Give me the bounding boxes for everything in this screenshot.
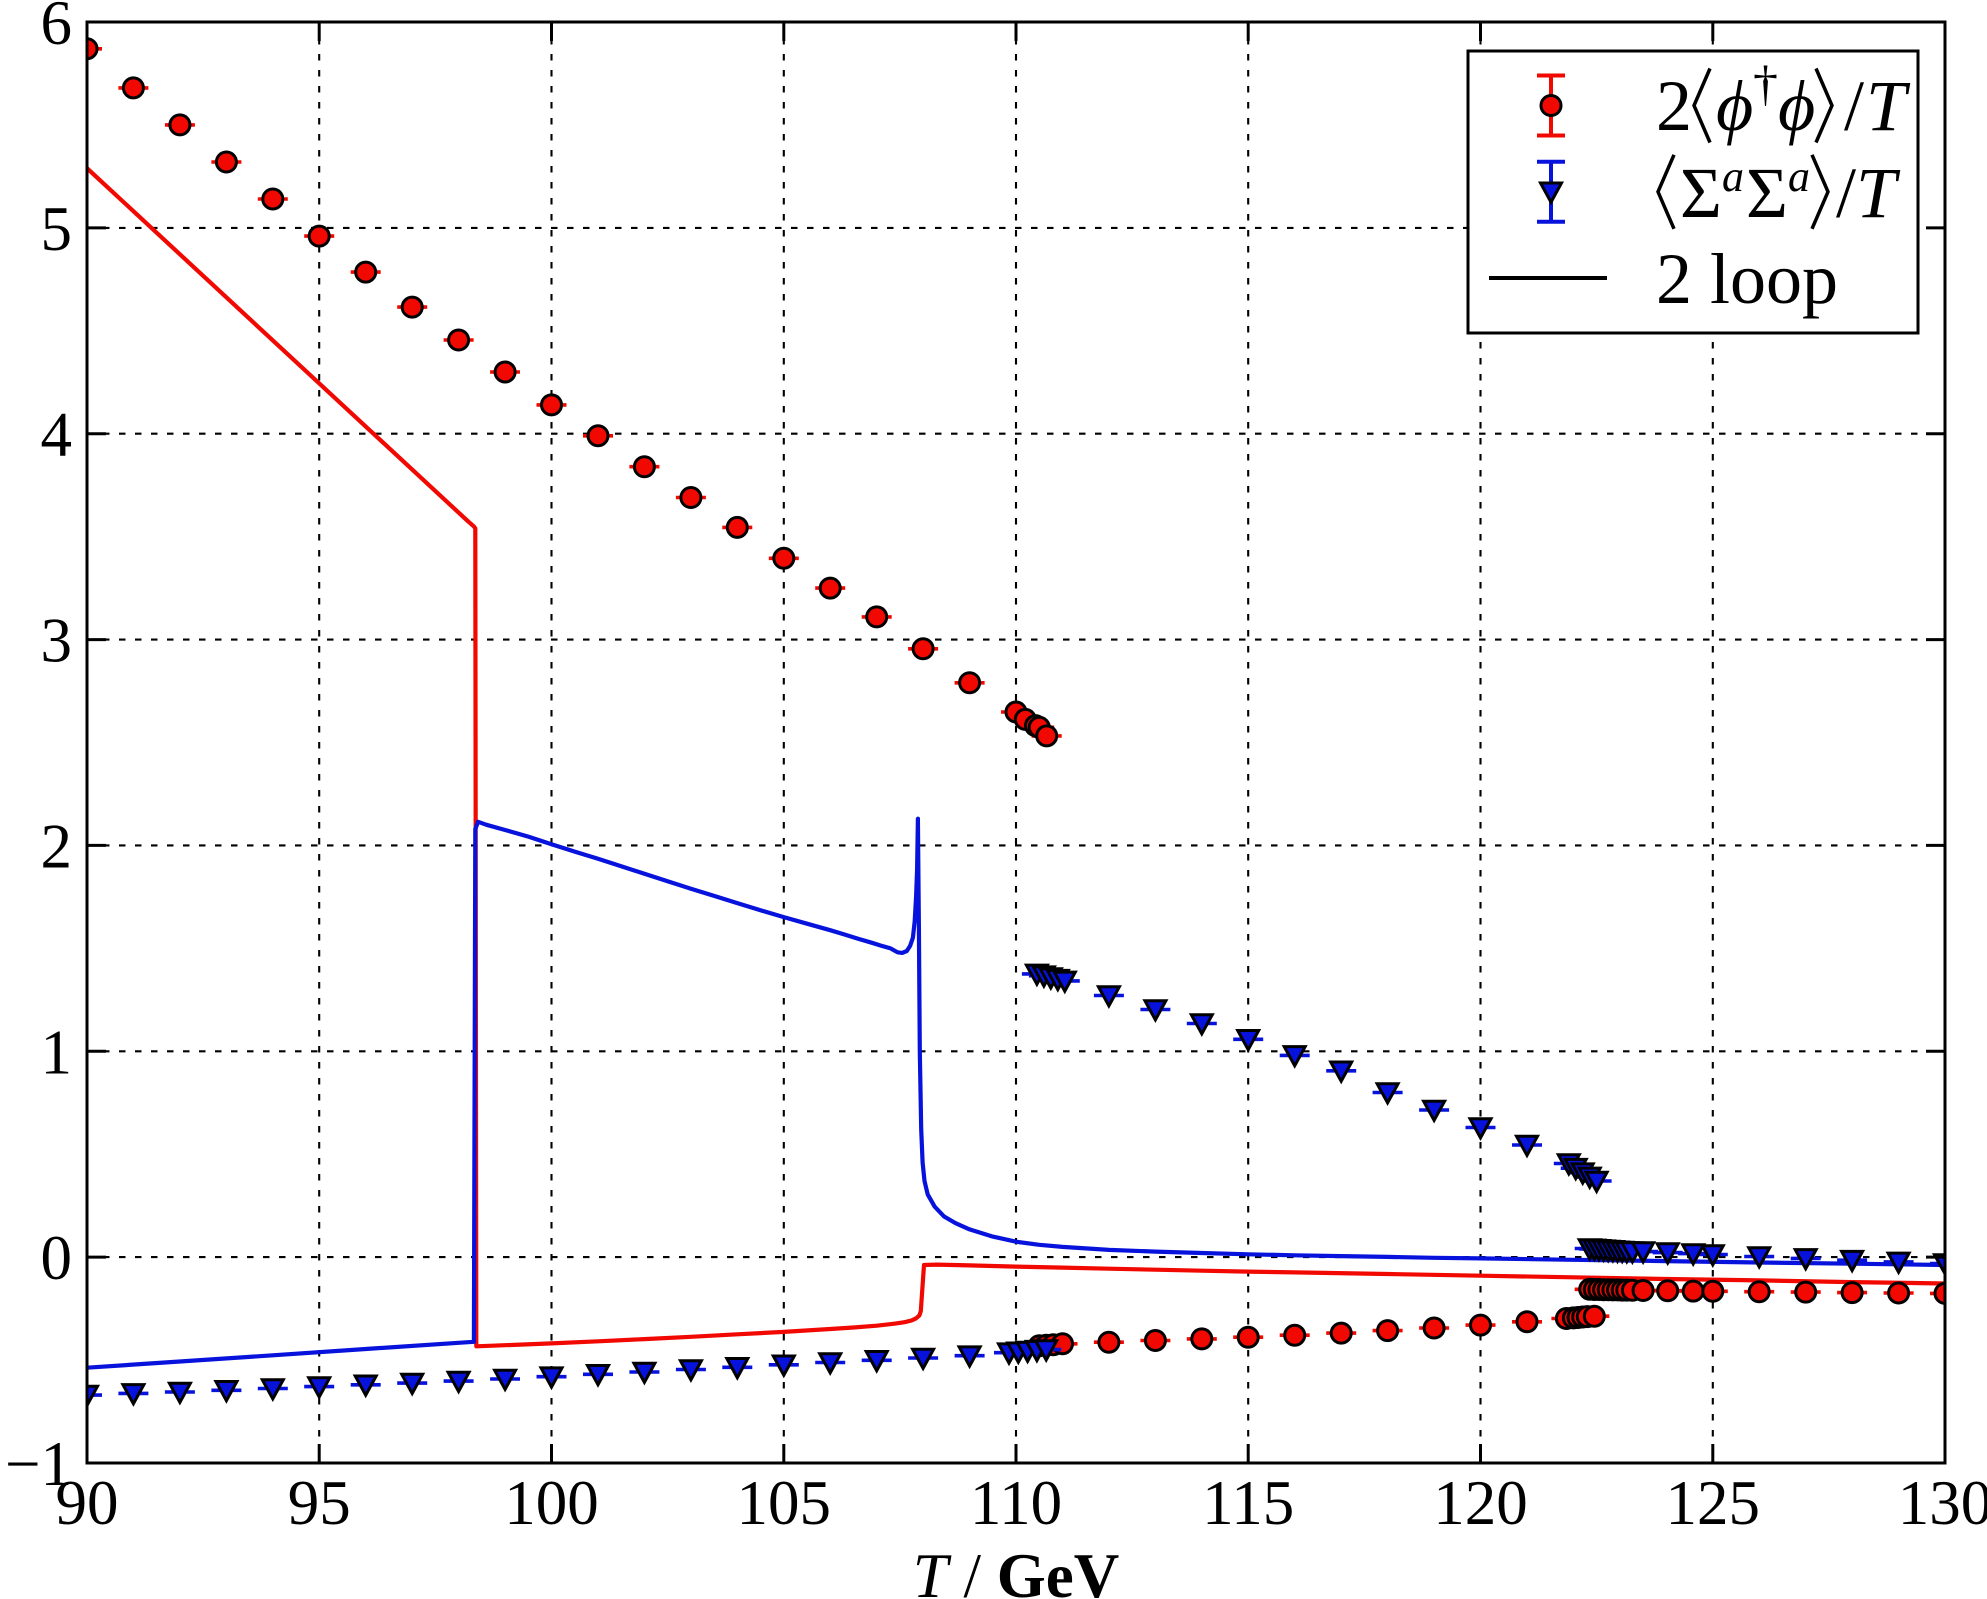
svg-text:110: 110 [970,1468,1062,1538]
svg-text:ϕ: ϕ [1778,66,1815,146]
svg-text:4: 4 [41,400,73,470]
svg-text:100: 100 [504,1468,599,1538]
svg-text:a: a [1788,152,1810,201]
svg-text:T: T [1856,153,1901,233]
svg-text:130: 130 [1898,1468,1987,1538]
svg-text:Σ: Σ [1746,153,1788,233]
svg-text:/: / [1836,153,1856,233]
svg-text:ϕ: ϕ [1716,66,1753,146]
svg-text:2: 2 [1656,66,1692,146]
svg-text:−1: −1 [5,1429,72,1499]
svg-text:1: 1 [41,1017,73,1087]
svg-text:†: † [1753,55,1778,111]
svg-text:Σ: Σ [1680,153,1722,233]
svg-text:115: 115 [1202,1468,1294,1538]
svg-text:125: 125 [1666,1468,1761,1538]
svg-text:2 loop: 2 loop [1656,239,1838,319]
svg-text:0: 0 [41,1223,73,1293]
svg-text:6: 6 [41,0,73,58]
svg-text:90: 90 [56,1468,119,1538]
svg-text:3: 3 [41,606,73,676]
svg-text:2: 2 [41,811,73,881]
svg-text:a: a [1722,152,1744,201]
svg-text:95: 95 [288,1468,351,1538]
svg-text:120: 120 [1433,1468,1528,1538]
svg-text:T / GeV: T / GeV [913,1541,1120,1599]
svg-text:105: 105 [737,1468,832,1538]
svg-text:T: T [1866,66,1911,146]
svg-text:5: 5 [41,194,73,264]
svg-text:/: / [1844,66,1864,146]
